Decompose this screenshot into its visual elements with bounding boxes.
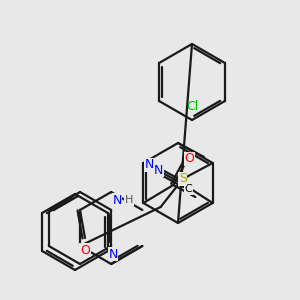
Text: O: O: [80, 244, 90, 256]
Text: C: C: [185, 184, 193, 194]
Text: Cl: Cl: [186, 100, 198, 112]
Text: O: O: [184, 152, 194, 166]
Text: N: N: [112, 194, 122, 206]
Text: N: N: [109, 248, 118, 260]
Text: N: N: [154, 164, 163, 176]
Text: N: N: [145, 158, 154, 172]
Text: H: H: [125, 195, 134, 205]
Text: S: S: [178, 172, 187, 185]
